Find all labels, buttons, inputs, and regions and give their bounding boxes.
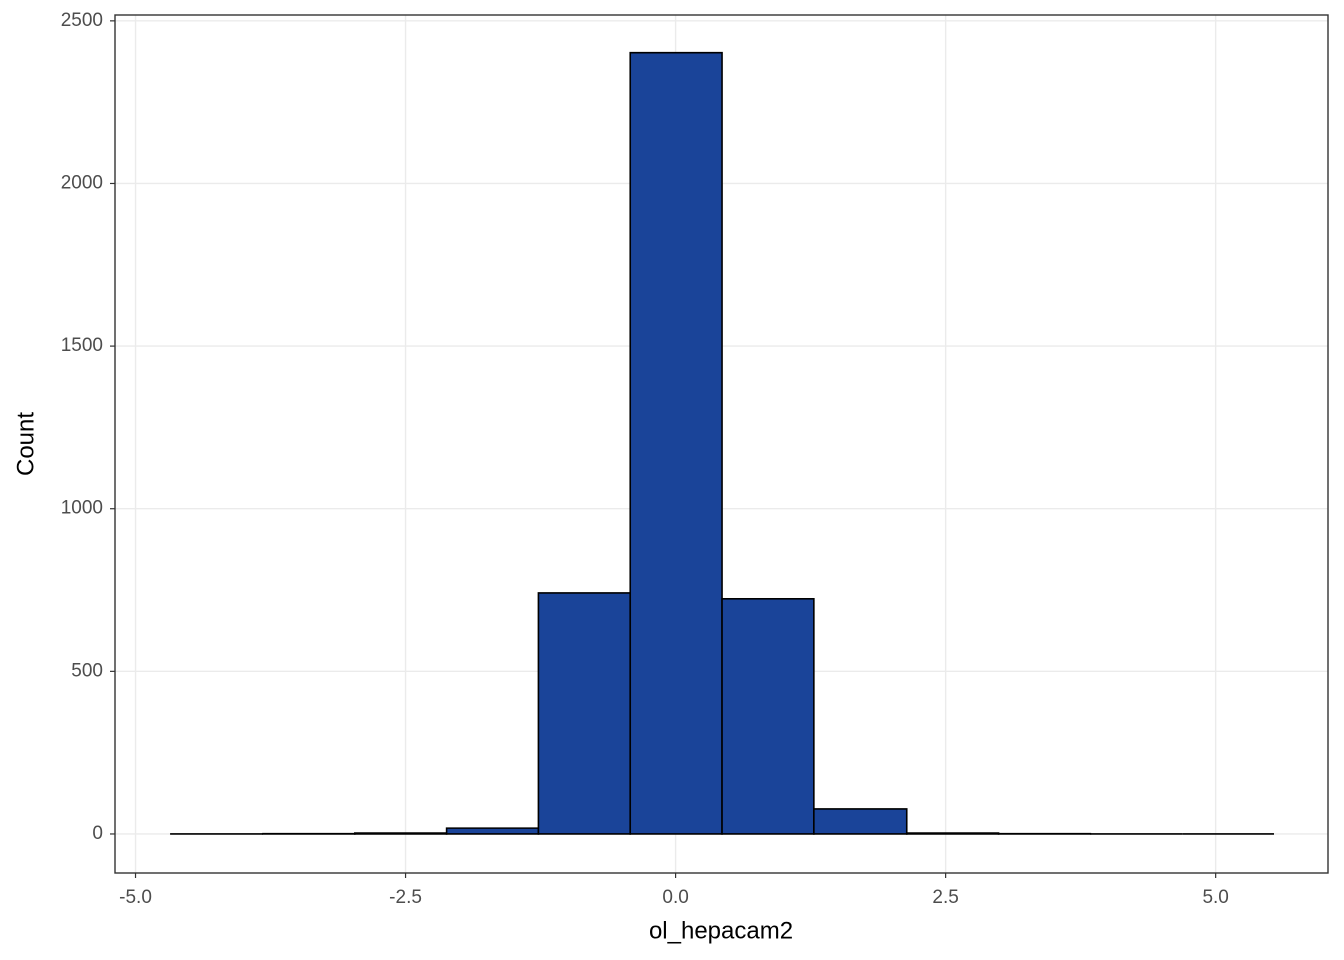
x-axis-title: ol_hepacam2 bbox=[649, 917, 793, 944]
y-tick-label: 2500 bbox=[61, 10, 103, 31]
x-tick-label: 2.5 bbox=[932, 887, 958, 908]
y-tick-label: 1500 bbox=[61, 335, 103, 356]
bar bbox=[629, 51, 723, 835]
bar bbox=[721, 598, 815, 835]
x-tick-label: -2.5 bbox=[389, 887, 422, 908]
y-tick-label: 500 bbox=[71, 660, 103, 681]
y-tick-label: 1000 bbox=[61, 498, 103, 519]
y-axis-title: Count bbox=[12, 412, 39, 476]
panel-border bbox=[114, 14, 1329, 874]
x-tick-label: 5.0 bbox=[1202, 887, 1228, 908]
y-tick-label: 0 bbox=[92, 823, 103, 844]
bar bbox=[445, 827, 540, 835]
bar bbox=[813, 808, 908, 835]
bar bbox=[353, 832, 448, 835]
bar bbox=[905, 832, 1000, 835]
x-tick-label: -5.0 bbox=[119, 887, 152, 908]
bar bbox=[537, 592, 632, 835]
x-tick-label: 0.0 bbox=[662, 887, 688, 908]
y-tick-label: 2000 bbox=[61, 172, 103, 193]
